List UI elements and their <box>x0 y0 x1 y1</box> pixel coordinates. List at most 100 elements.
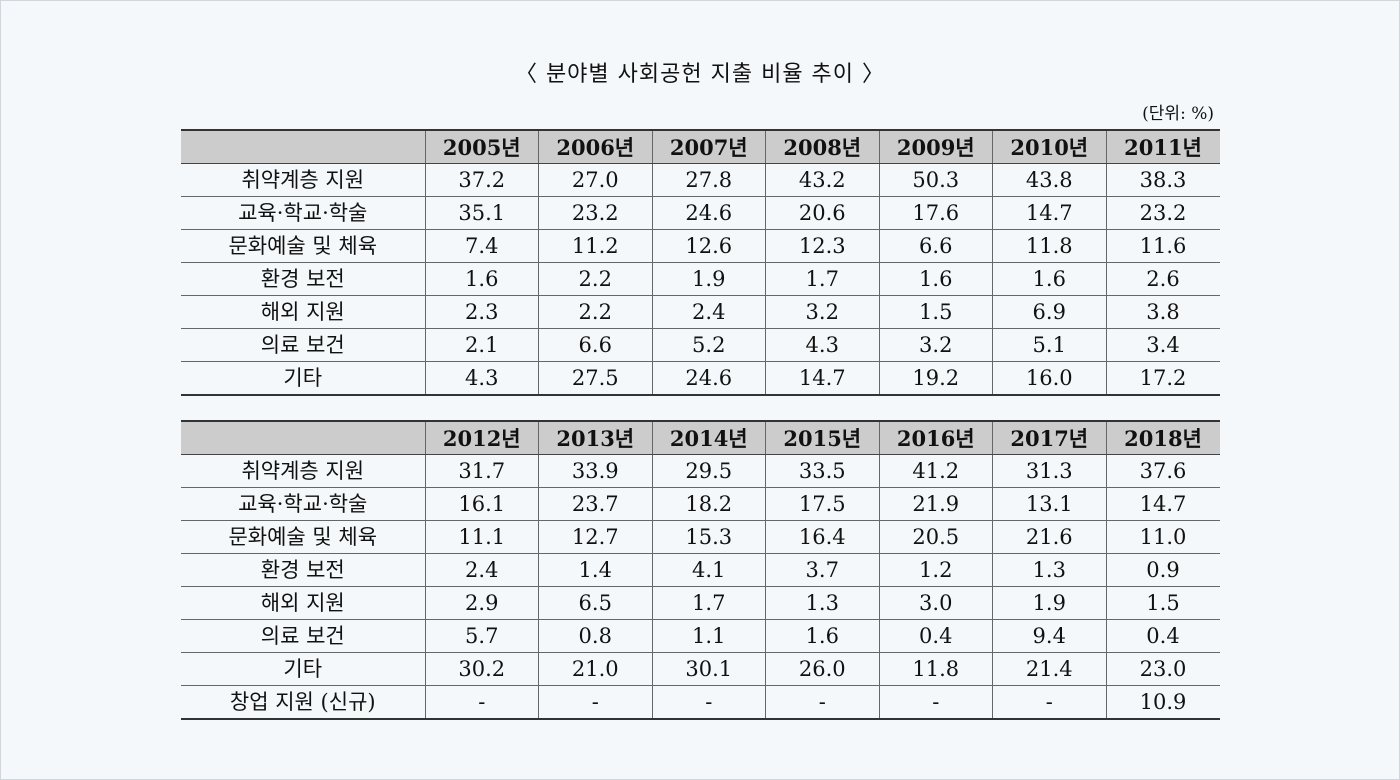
value-cell: 14.7 <box>765 361 879 396</box>
value-cell: 1.6 <box>424 262 539 296</box>
value-cell: 19.2 <box>878 361 993 396</box>
value-cell: 6.5 <box>538 586 652 620</box>
value-cell: 5.7 <box>424 619 539 653</box>
value-cell: 1.3 <box>992 553 1106 587</box>
value-cell: 15.3 <box>651 520 766 554</box>
value-cell: 14.7 <box>1105 487 1220 521</box>
value-cell: 1.9 <box>651 262 766 296</box>
value-cell: 1.5 <box>1105 586 1220 620</box>
value-cell: 30.1 <box>651 652 766 686</box>
value-cell: 10.9 <box>1105 685 1220 720</box>
value-cell: 38.3 <box>1105 163 1220 197</box>
value-cell: 0.4 <box>878 619 993 653</box>
category-label: 문화예술 및 체육 <box>181 229 425 263</box>
value-cell: 1.5 <box>878 295 993 329</box>
category-label: 기타 <box>181 652 425 686</box>
value-cell: 11.2 <box>538 229 652 263</box>
value-cell: 43.8 <box>992 163 1106 197</box>
value-cell: 27.8 <box>651 163 766 197</box>
value-cell: 11.8 <box>878 652 993 686</box>
year-header: 2007년 <box>651 130 766 164</box>
category-label: 해외 지원 <box>181 586 425 620</box>
value-cell: 1.1 <box>651 619 766 653</box>
value-cell: 5.1 <box>992 328 1106 362</box>
value-cell: 31.7 <box>424 454 539 488</box>
year-header: 2008년 <box>765 130 879 164</box>
table-row: 문화예술 및 체육 11.1 12.7 15.3 16.4 20.5 21.6 11.0 <box>181 520 1220 554</box>
value-cell: 50.3 <box>878 163 993 197</box>
value-cell: 24.6 <box>651 196 766 230</box>
value-cell: 1.6 <box>878 262 993 296</box>
value-cell: 12.6 <box>651 229 766 263</box>
table-row: 환경 보전 2.4 1.4 4.1 3.7 1.2 1.3 0.9 <box>181 553 1220 587</box>
spending-table-2005-2011: 2005년 2006년 2007년 2008년 2009년 2010년 2011년 취약계층… <box>181 129 1220 396</box>
spending-table-2012-2018: 2012년 2013년 2014년 2015년 2016년 2017년 2018년 취약계층… <box>181 420 1220 720</box>
value-cell: 13.1 <box>992 487 1106 521</box>
value-cell: 37.6 <box>1105 454 1220 488</box>
table-row: 창업 지원 (신규) - - - - - -10.9 <box>181 685 1220 720</box>
value-cell: 3.8 <box>1105 295 1220 329</box>
value-cell: 17.2 <box>1105 361 1220 396</box>
value-cell: 2.6 <box>1105 262 1220 296</box>
table-row: 해외 지원 2.3 2.2 2.4 3.2 1.5 6.9 3.8 <box>181 295 1220 329</box>
value-cell: - <box>878 685 993 720</box>
value-cell: 21.6 <box>992 520 1106 554</box>
value-cell: 2.2 <box>538 295 652 329</box>
value-cell: 21.9 <box>878 487 993 521</box>
value-cell: 33.5 <box>765 454 879 488</box>
value-cell: 11.6 <box>1105 229 1220 263</box>
value-cell: 11.0 <box>1105 520 1220 554</box>
value-cell: 4.3 <box>424 361 539 396</box>
value-cell: - <box>424 685 539 720</box>
value-cell: - <box>765 685 879 720</box>
value-cell: 7.4 <box>424 229 539 263</box>
year-header: 2018년 <box>1105 421 1220 455</box>
value-cell: 5.2 <box>651 328 766 362</box>
year-header: 2017년 <box>992 421 1106 455</box>
value-cell: 23.0 <box>1105 652 1220 686</box>
year-header: 2005년 <box>424 130 539 164</box>
table-row: 취약계층 지원 31.7 33.9 29.5 33.5 41.2 31.3 37.6 <box>181 454 1220 488</box>
value-cell: - <box>538 685 652 720</box>
value-cell: 12.3 <box>765 229 879 263</box>
value-cell: 11.8 <box>992 229 1106 263</box>
year-header: 2010년 <box>992 130 1106 164</box>
value-cell: 3.4 <box>1105 328 1220 362</box>
category-label: 환경 보전 <box>181 262 425 296</box>
value-cell: 6.9 <box>992 295 1106 329</box>
value-cell: 21.4 <box>992 652 1106 686</box>
page-title: 〈 분야별 사회공헌 지출 비율 추이 〉 <box>514 62 886 87</box>
value-cell: 21.0 <box>538 652 652 686</box>
year-header: 2012년 <box>424 421 539 455</box>
value-cell: 16.0 <box>992 361 1106 396</box>
value-cell: 31.3 <box>992 454 1106 488</box>
value-cell: 2.4 <box>424 553 539 587</box>
year-header: 2015년 <box>765 421 879 455</box>
table-row: 해외 지원 2.9 6.5 1.7 1.3 3.0 1.9 1.5 <box>181 586 1220 620</box>
value-cell: 2.2 <box>538 262 652 296</box>
value-cell: 27.0 <box>538 163 652 197</box>
value-cell: 20.6 <box>765 196 879 230</box>
category-label: 창업 지원 (신규) <box>181 685 425 720</box>
value-cell: 0.9 <box>1105 553 1220 587</box>
value-cell: 41.2 <box>878 454 993 488</box>
value-cell: 4.1 <box>651 553 766 587</box>
year-header: 2016년 <box>878 421 993 455</box>
table-row: 취약계층 지원 37.2 27.0 27.8 43.2 50.3 43.8 38.3 <box>181 163 1220 197</box>
year-header: 2009년 <box>878 130 993 164</box>
header-corner <box>181 421 425 455</box>
category-label: 의료 보건 <box>181 328 425 362</box>
value-cell: 26.0 <box>765 652 879 686</box>
value-cell: 2.3 <box>424 295 539 329</box>
table-row: 교육·학교·학술 16.1 23.7 18.2 17.5 21.9 13.1 14.7 <box>181 487 1220 521</box>
category-label: 기타 <box>181 361 425 396</box>
value-cell: 1.7 <box>651 586 766 620</box>
value-cell: 1.6 <box>765 619 879 653</box>
value-cell: 14.7 <box>992 196 1106 230</box>
value-cell: 4.3 <box>765 328 879 362</box>
value-cell: 6.6 <box>538 328 652 362</box>
value-cell: 20.5 <box>878 520 993 554</box>
value-cell: 16.1 <box>424 487 539 521</box>
category-label: 교육·학교·학술 <box>181 196 425 230</box>
category-label: 취약계층 지원 <box>181 454 425 488</box>
